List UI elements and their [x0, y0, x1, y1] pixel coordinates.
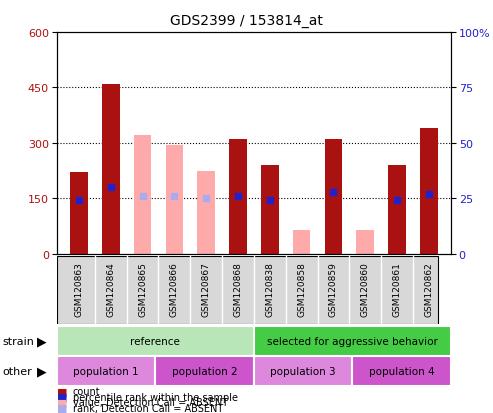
Bar	[197, 171, 215, 254]
Text: value, Detection Call = ABSENT: value, Detection Call = ABSENT	[73, 397, 228, 407]
Text: ▶: ▶	[37, 335, 47, 348]
Bar	[356, 230, 374, 254]
Text: GSM120865: GSM120865	[138, 261, 147, 316]
FancyBboxPatch shape	[57, 256, 438, 324]
Bar	[57, 356, 155, 386]
Text: GSM120859: GSM120859	[329, 261, 338, 316]
Bar	[102, 85, 119, 254]
Bar	[134, 136, 151, 254]
Bar	[155, 356, 254, 386]
Text: GSM120860: GSM120860	[361, 261, 370, 316]
Text: GSM120864: GSM120864	[106, 261, 115, 316]
Bar	[388, 166, 406, 254]
Text: selected for aggressive behavior: selected for aggressive behavior	[267, 336, 438, 346]
Text: reference: reference	[130, 336, 180, 346]
Bar	[352, 356, 451, 386]
Bar	[293, 230, 311, 254]
Text: GSM120838: GSM120838	[265, 261, 274, 316]
Text: ■: ■	[57, 403, 67, 413]
Text: population 4: population 4	[369, 366, 435, 376]
Bar	[70, 173, 88, 254]
Text: GSM120867: GSM120867	[202, 261, 211, 316]
Bar	[420, 129, 438, 254]
Text: ■: ■	[57, 397, 67, 407]
Text: GSM120862: GSM120862	[424, 261, 433, 316]
Bar	[325, 140, 342, 254]
Text: ■: ■	[57, 387, 67, 396]
Text: GSM120858: GSM120858	[297, 261, 306, 316]
Bar	[261, 166, 279, 254]
Text: GDS2399 / 153814_at: GDS2399 / 153814_at	[170, 14, 323, 28]
Bar	[254, 356, 352, 386]
Text: population 1: population 1	[73, 366, 139, 376]
Bar	[229, 140, 246, 254]
Text: population 3: population 3	[270, 366, 336, 376]
Text: other: other	[2, 366, 32, 376]
Bar	[57, 326, 254, 356]
Bar	[254, 326, 451, 356]
Text: rank, Detection Call = ABSENT: rank, Detection Call = ABSENT	[73, 403, 223, 413]
Text: ▶: ▶	[37, 365, 47, 378]
Text: GSM120863: GSM120863	[74, 261, 83, 316]
Text: strain: strain	[2, 336, 35, 346]
Bar	[166, 145, 183, 254]
Text: GSM120868: GSM120868	[234, 261, 243, 316]
Text: population 2: population 2	[172, 366, 238, 376]
Text: GSM120861: GSM120861	[392, 261, 401, 316]
Text: ■: ■	[57, 392, 67, 402]
Text: GSM120866: GSM120866	[170, 261, 179, 316]
Text: count: count	[73, 387, 101, 396]
Text: percentile rank within the sample: percentile rank within the sample	[73, 392, 238, 402]
